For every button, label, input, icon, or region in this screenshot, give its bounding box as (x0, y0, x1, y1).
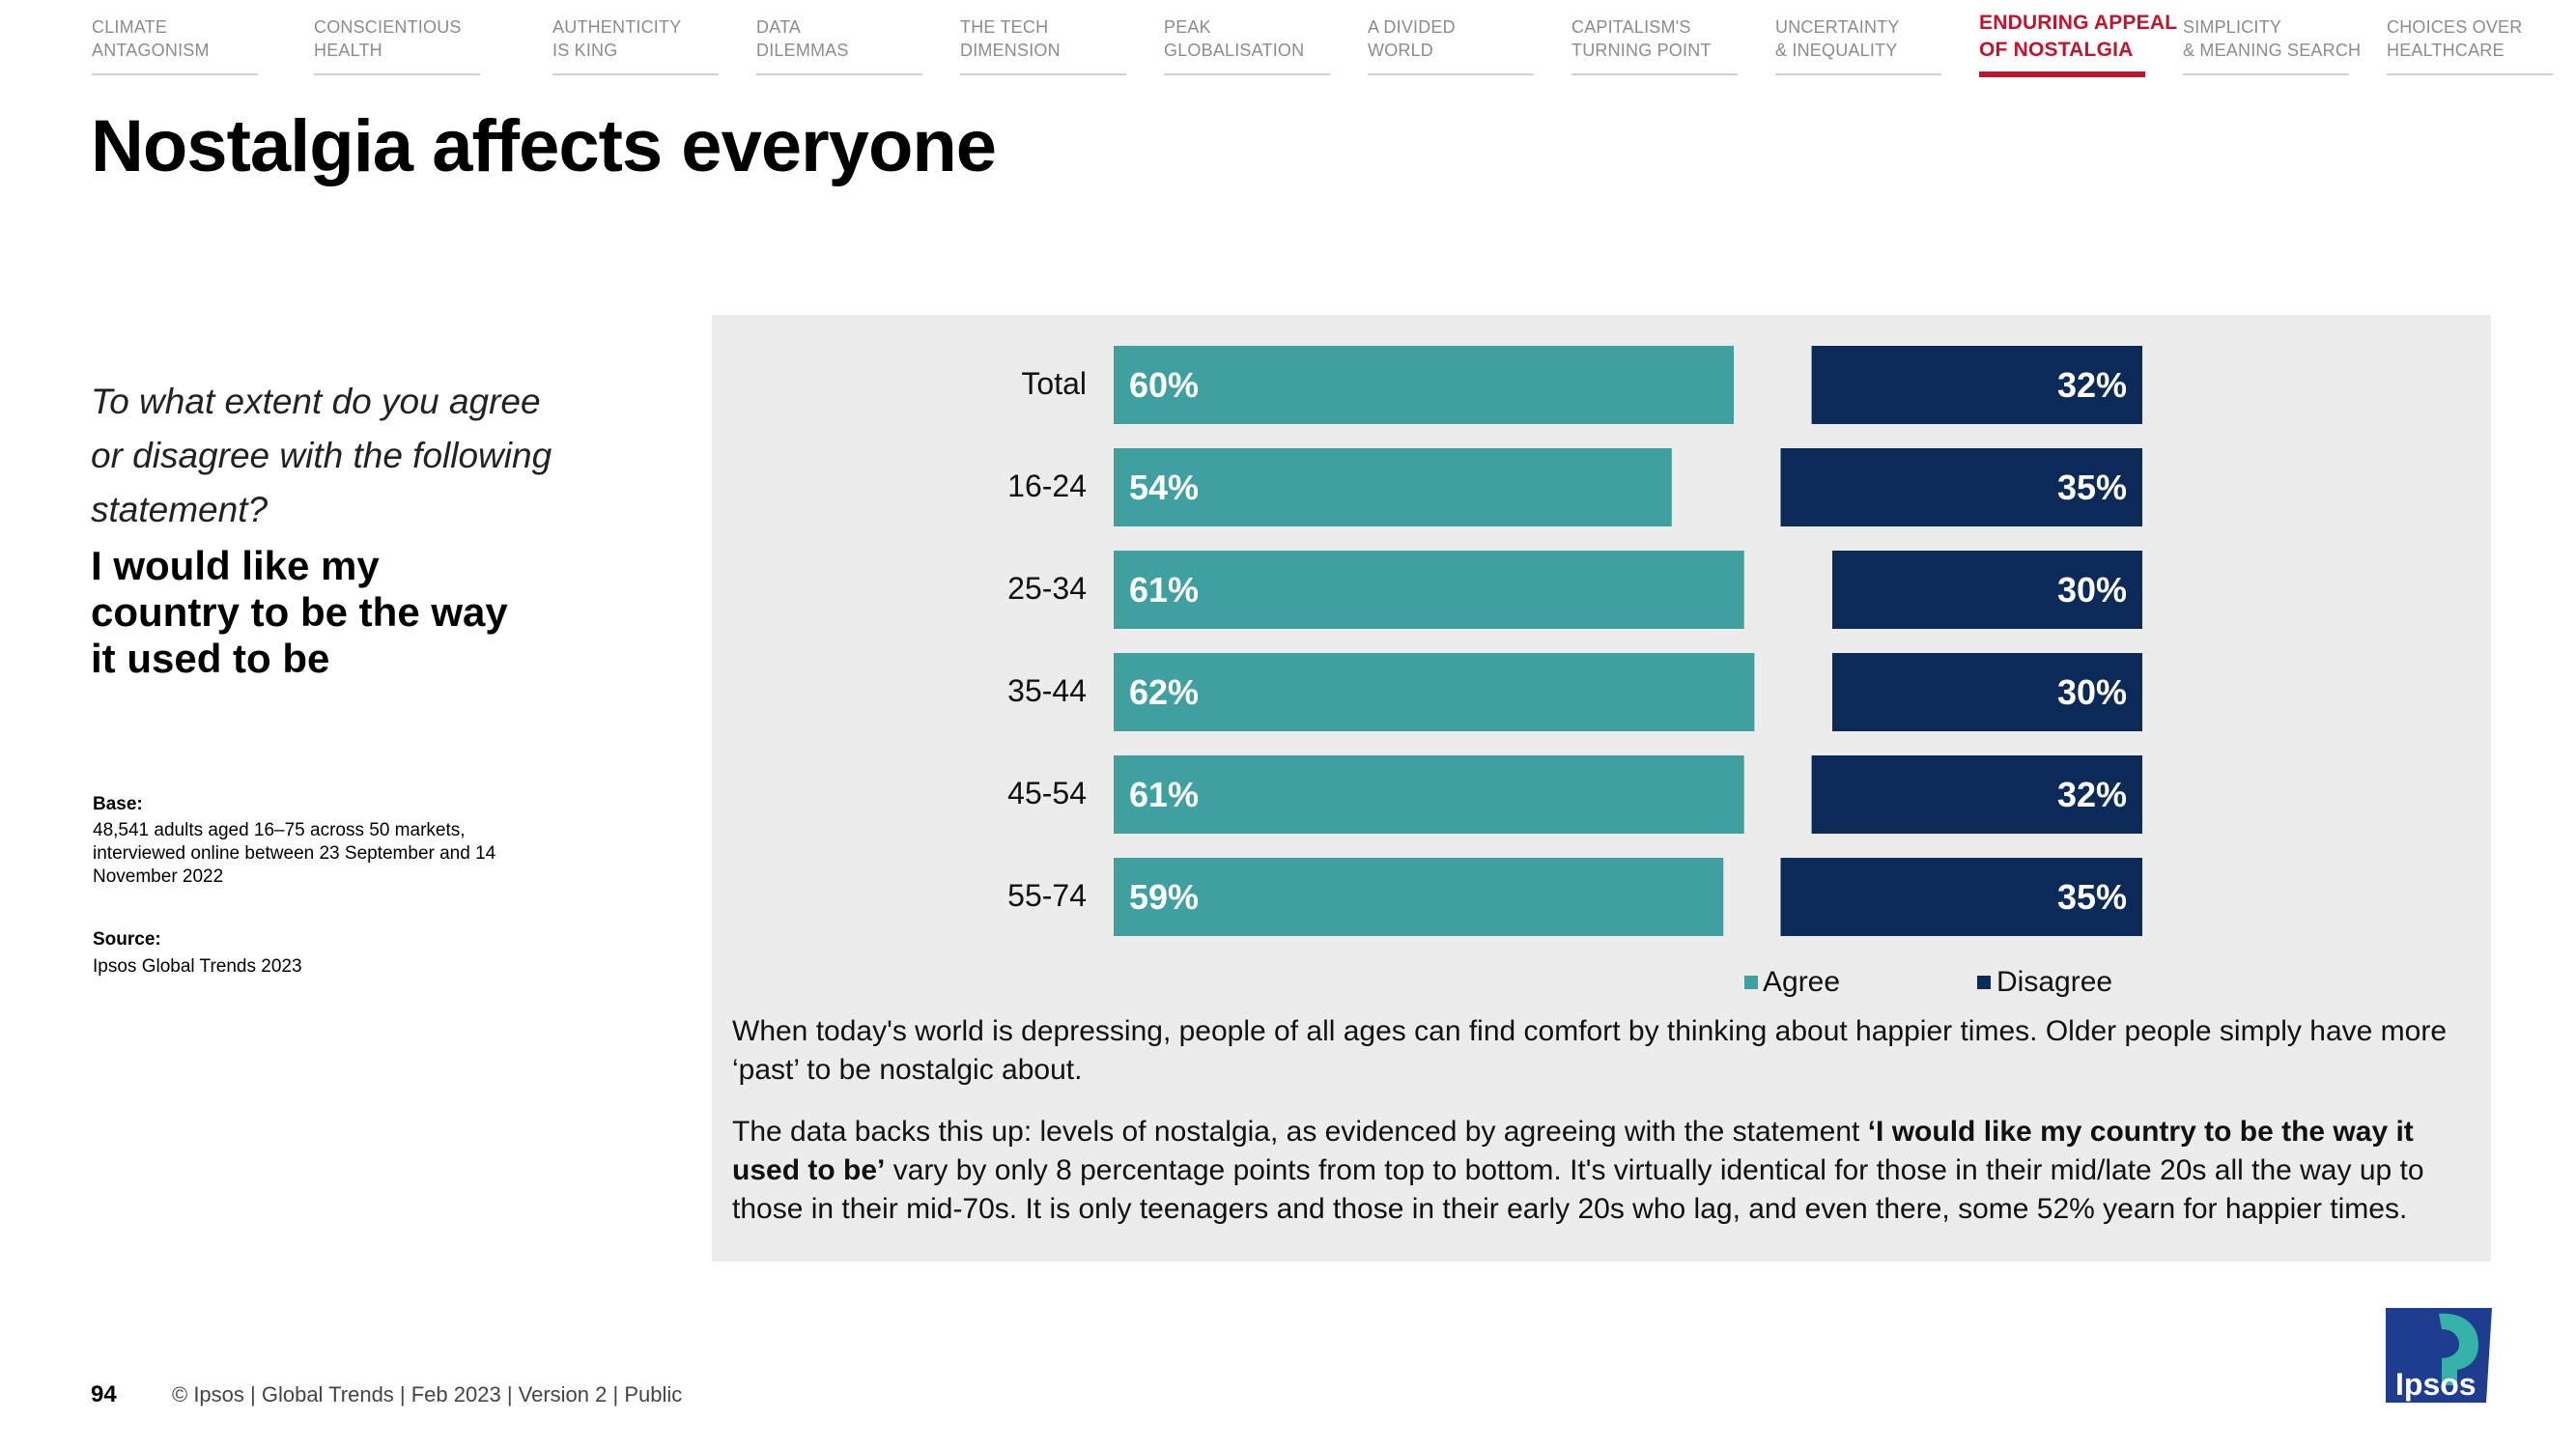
agree-data-label: 61% (1129, 570, 1199, 610)
nav-tab-line2: & Inequality (1775, 41, 1898, 60)
agree-bar (1114, 653, 1755, 731)
nav-tab-line1: Data (756, 17, 802, 37)
disagree-data-label: 32% (2057, 775, 2127, 814)
agree-bar (1114, 551, 1744, 629)
nav-tab-9[interactable]: Uncertainty & Inequality (1775, 15, 1941, 75)
agree-bar (1114, 755, 1744, 834)
legend-disagree-label: Disagree (1996, 966, 2112, 998)
agree-data-label: 62% (1129, 672, 1199, 712)
category-label: 25-34 (1007, 571, 1087, 606)
disagree-bar (1780, 448, 2142, 526)
nav-tab-8[interactable]: Capitalism's Turning Point (1571, 15, 1738, 75)
category-label: 55-74 (1007, 878, 1087, 913)
disagree-bar (1832, 551, 2142, 629)
nav-tab-line1: The Tech (960, 17, 1049, 37)
agree-data-label: 60% (1129, 365, 1199, 405)
commentary-text-end: vary by only 8 percentage points from to… (732, 1154, 2424, 1225)
nav-tab-line1: Capitalism's (1571, 17, 1691, 37)
nav-tab-line1: Climate (92, 17, 168, 37)
disagree-bar (1832, 653, 2142, 731)
legend-agree-label: Agree (1763, 966, 1840, 998)
chart-panel: Total 60% 32% 16-24 54% 35% 25-34 61% 30% 35-44 62… (712, 315, 2491, 1262)
nav-tab-line2: & Meaning Search (2183, 41, 2362, 60)
nav-tab-6[interactable]: Peak Globalisation (1164, 15, 1330, 75)
source-label: Source: (93, 929, 161, 950)
disagree-data-label: 35% (2057, 468, 2127, 507)
nav-tab-line2: Dimension (960, 41, 1061, 60)
agree-bar (1114, 858, 1724, 936)
nav-tab-line1: A Divided (1368, 17, 1456, 37)
nav-tab-line1: Peak (1164, 17, 1211, 37)
category-label: 16-24 (1007, 469, 1087, 503)
nav-tab-2[interactable]: Conscientious Health (314, 15, 480, 75)
disagree-bar (1811, 755, 2142, 834)
nav-tab-7[interactable]: A Divided World (1368, 15, 1534, 75)
nav-tab-3[interactable]: Authenticity is King (552, 15, 719, 75)
commentary-paragraph-2: The data backs this up: levels of nostal… (732, 1113, 2471, 1229)
category-label: Total (1021, 366, 1087, 401)
page-number: 94 (91, 1381, 117, 1407)
disagree-bar (1811, 346, 2142, 424)
logo-text: Ipsos (2395, 1367, 2477, 1402)
nav-tab-11[interactable]: Simplicity & Meaning Search (2183, 15, 2362, 75)
nav-tab-line1: Uncertainty (1775, 17, 1900, 37)
nav-tab-1[interactable]: Climate Antagonism (92, 15, 258, 75)
nav-tab-line1: Authenticity (552, 17, 682, 37)
nav-tab-line2: of Nostalgia (1979, 39, 2134, 61)
nav-tab-line2: Healthcare (2387, 41, 2505, 60)
category-label: 35-44 (1007, 673, 1087, 708)
nav-tab-5[interactable]: The Tech Dimension (960, 15, 1126, 75)
page-title: Nostalgia affects everyone (91, 105, 997, 187)
base-label: Base: (93, 794, 143, 814)
category-label: 45-54 (1007, 776, 1087, 810)
survey-question: To what extent do you agree or disagree … (91, 382, 552, 529)
commentary-paragraph-1: When today's world is depressing, people… (732, 1015, 2448, 1086)
nav-tab-line2: Antagonism (92, 41, 210, 60)
nav-tab-12[interactable]: Choices over Healthcare (2387, 15, 2553, 75)
age-bar-chart: Total 60% 32% 16-24 54% 35% 25-34 61% 30% 35-44 62… (1007, 346, 2142, 998)
nav-tab-line1: Enduring Appeal (1979, 12, 2178, 34)
nav-tab-line2: Turning Point (1571, 41, 1712, 60)
nav-tab-line2: World (1368, 41, 1433, 60)
disagree-bar (1780, 858, 2142, 936)
nav-tab-line2: is King (552, 41, 618, 60)
footer-text: © Ipsos | Global Trends | Feb 2023 | Ver… (172, 1382, 683, 1406)
nav-tab-line2: Health (314, 41, 382, 60)
nav-tab-line1: Conscientious (314, 17, 462, 37)
disagree-data-label: 30% (2057, 570, 2127, 610)
disagree-data-label: 35% (2057, 877, 2127, 917)
legend-agree-swatch (1744, 976, 1758, 989)
agree-data-label: 61% (1129, 775, 1199, 814)
commentary-highlight: ‘I would like my country to be the way i… (732, 1116, 2414, 1186)
nav-tab-line1: Simplicity (2183, 17, 2282, 37)
disagree-data-label: 30% (2057, 672, 2127, 712)
commentary-text: The data backs this up: levels of nostal… (732, 1116, 1868, 1148)
legend-disagree-swatch (1977, 976, 1991, 989)
agree-bar (1114, 448, 1672, 526)
base-text: 48,541 adults aged 16–75 across 50 marke… (93, 820, 496, 887)
ipsos-logo-icon: Ipsos (2386, 1308, 2492, 1403)
nav-tab-line2: Globalisation (1164, 41, 1305, 60)
agree-data-label: 59% (1129, 877, 1199, 917)
section-nav: Climate Antagonism Conscientious Health Auth… (92, 12, 2555, 77)
agree-data-label: 54% (1129, 468, 1199, 507)
nav-tab-line2: Dilemmas (756, 41, 849, 60)
survey-statement: I would like my country to be the way it… (91, 543, 508, 681)
nav-tab-4[interactable]: Data Dilemmas (756, 15, 922, 75)
nav-tab-line1: Choices over (2387, 17, 2523, 37)
disagree-data-label: 32% (2057, 365, 2127, 405)
nav-tab-10[interactable]: Enduring Appeal of Nostalgia (1979, 10, 2178, 77)
agree-bar (1114, 346, 1734, 424)
source-text: Ipsos Global Trends 2023 (93, 956, 302, 977)
